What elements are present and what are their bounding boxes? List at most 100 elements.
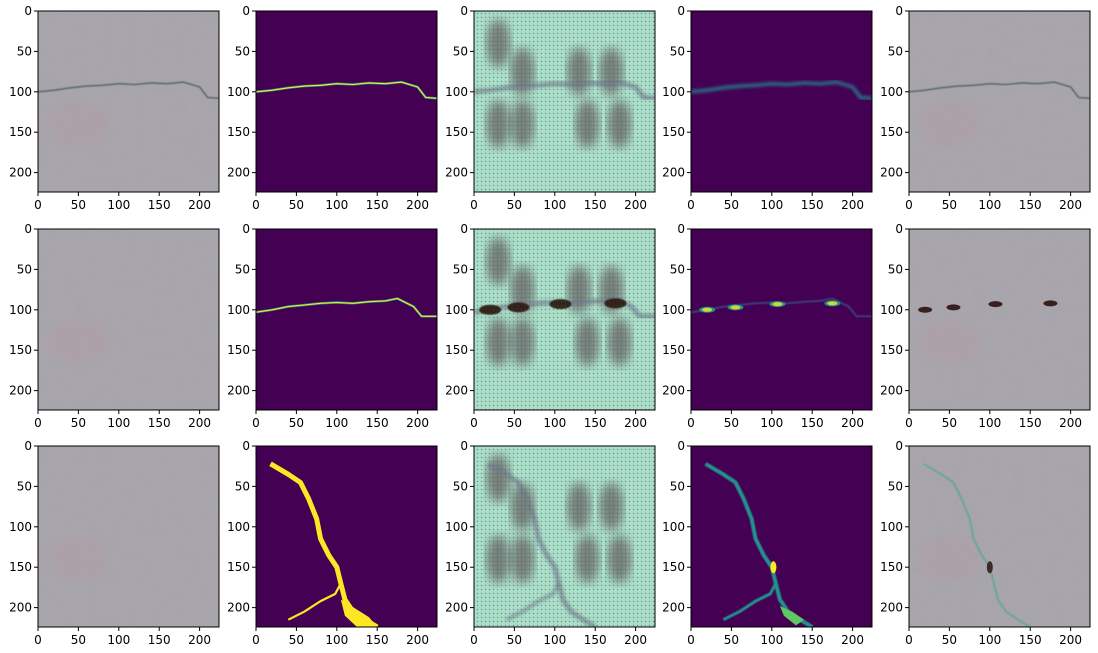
x-tick-label: 200 xyxy=(406,416,429,430)
panel-overlay-image-row-1: 0 50 100 150 200 0 50 100 150 200 xyxy=(880,4,1091,212)
x-tick-label: 200 xyxy=(624,633,647,647)
y-tick-label: 0 xyxy=(242,222,250,236)
y-tick-label: 150 xyxy=(9,125,32,139)
panel-input-image-row-3: 0 50 100 150 200 0 50 100 150 200 xyxy=(9,439,220,647)
y-tick-label: 0 xyxy=(460,439,468,453)
y-tick-label: 200 xyxy=(445,601,468,615)
x-tick-label: 150 xyxy=(366,416,389,430)
axes-frame xyxy=(37,445,220,628)
x-tick-label: 100 xyxy=(325,198,348,212)
x-tick-label: 100 xyxy=(978,633,1001,647)
y-tick-label: 100 xyxy=(445,85,468,99)
x-tick-label: 0 xyxy=(687,416,695,430)
y-tick-label: 50 xyxy=(888,262,903,276)
y-tick-label: 200 xyxy=(227,601,250,615)
y-tick-label: 50 xyxy=(17,262,32,276)
x-tick-label: 150 xyxy=(1019,416,1042,430)
axes-frame xyxy=(690,445,873,628)
x-tick-label: 150 xyxy=(801,633,824,647)
x-tick-label: 200 xyxy=(841,416,864,430)
x-tick-label: 150 xyxy=(366,633,389,647)
x-tick-label: 0 xyxy=(252,416,260,430)
panel-prediction-map-row-2: 0 50 100 150 200 0 50 100 150 200 xyxy=(662,222,873,430)
y-tick-label: 150 xyxy=(445,343,468,357)
x-tick-label: 200 xyxy=(406,633,429,647)
dark-spot xyxy=(988,301,1003,308)
x-tick-label: 50 xyxy=(71,198,86,212)
y-tick-label: 100 xyxy=(9,85,32,99)
x-tick-label: 0 xyxy=(687,633,695,647)
y-tick-label: 200 xyxy=(880,166,903,180)
x-tick-label: 150 xyxy=(584,416,607,430)
y-tick-label: 200 xyxy=(227,384,250,398)
y-tick-label: 150 xyxy=(662,343,685,357)
x-tick-label: 150 xyxy=(1019,633,1042,647)
y-tick-label: 0 xyxy=(24,222,32,236)
panel-feature-map-row-1: 0 50 100 150 200 0 50 100 150 200 xyxy=(445,4,656,212)
y-tick-label: 200 xyxy=(9,166,32,180)
x-tick-label: 0 xyxy=(252,633,260,647)
y-tick-label: 100 xyxy=(662,85,685,99)
axes-frame xyxy=(255,10,438,193)
x-tick-label: 100 xyxy=(107,633,130,647)
x-tick-label: 200 xyxy=(841,633,864,647)
x-tick-label: 50 xyxy=(289,416,304,430)
panel-feature-map-row-3: 0 50 100 150 200 0 50 100 150 200 xyxy=(445,439,656,647)
axes-frame xyxy=(908,445,1091,628)
y-tick-label: 150 xyxy=(880,125,903,139)
x-tick-label: 0 xyxy=(905,633,913,647)
x-tick-label: 0 xyxy=(34,416,42,430)
x-tick-label: 100 xyxy=(543,416,566,430)
y-tick-label: 150 xyxy=(880,560,903,574)
panel-overlay-image-row-2: 0 50 100 150 200 0 50 100 150 200 xyxy=(880,222,1091,430)
x-tick-label: 100 xyxy=(760,633,783,647)
x-tick-label: 150 xyxy=(148,416,171,430)
y-tick-label: 100 xyxy=(662,303,685,317)
y-tick-label: 200 xyxy=(662,384,685,398)
y-tick-label: 0 xyxy=(460,222,468,236)
axes-frame xyxy=(473,10,656,193)
x-tick-label: 150 xyxy=(801,416,824,430)
x-tick-label: 150 xyxy=(584,633,607,647)
x-tick-label: 150 xyxy=(584,198,607,212)
x-tick-label: 100 xyxy=(543,198,566,212)
x-tick-label: 200 xyxy=(841,198,864,212)
y-tick-label: 0 xyxy=(24,439,32,453)
x-tick-label: 200 xyxy=(1059,416,1082,430)
panel-input-image-row-2: 0 50 100 150 200 0 50 100 150 200 xyxy=(9,222,220,430)
x-tick-label: 50 xyxy=(507,416,522,430)
x-tick-label: 50 xyxy=(71,416,86,430)
x-tick-label: 50 xyxy=(289,633,304,647)
y-tick-label: 150 xyxy=(227,560,250,574)
x-tick-label: 200 xyxy=(1059,633,1082,647)
y-tick-label: 100 xyxy=(227,85,250,99)
y-tick-label: 150 xyxy=(880,343,903,357)
y-tick-label: 0 xyxy=(677,4,685,18)
y-tick-label: 0 xyxy=(677,439,685,453)
y-tick-label: 150 xyxy=(445,125,468,139)
y-tick-label: 0 xyxy=(24,4,32,18)
y-tick-label: 150 xyxy=(227,343,250,357)
x-tick-label: 150 xyxy=(366,198,389,212)
y-tick-label: 50 xyxy=(670,262,685,276)
axes-frame xyxy=(255,228,438,411)
axes-frame xyxy=(908,228,1091,411)
x-tick-label: 100 xyxy=(760,416,783,430)
y-tick-label: 200 xyxy=(227,166,250,180)
x-tick-label: 100 xyxy=(543,633,566,647)
y-tick-label: 50 xyxy=(888,44,903,58)
dark-spot xyxy=(946,304,961,311)
x-tick-label: 100 xyxy=(760,198,783,212)
x-tick-label: 200 xyxy=(188,633,211,647)
x-tick-label: 200 xyxy=(624,198,647,212)
panel-prediction-map-row-1: 0 50 100 150 200 0 50 100 150 200 xyxy=(662,4,873,212)
y-tick-label: 200 xyxy=(662,601,685,615)
y-tick-label: 100 xyxy=(662,520,685,534)
y-tick-label: 0 xyxy=(460,4,468,18)
x-tick-label: 50 xyxy=(942,198,957,212)
x-tick-label: 200 xyxy=(1059,198,1082,212)
y-tick-label: 50 xyxy=(453,479,468,493)
axes-frame xyxy=(473,228,656,411)
x-tick-label: 50 xyxy=(942,416,957,430)
